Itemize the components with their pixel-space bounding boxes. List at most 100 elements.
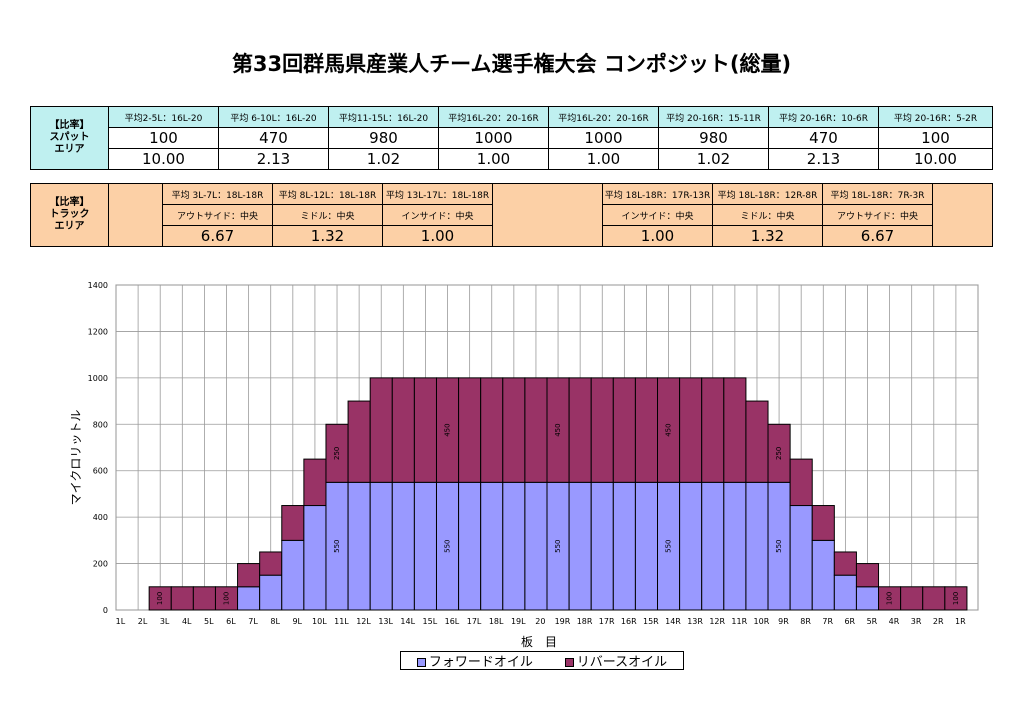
x-tick-label: 9R	[778, 617, 789, 626]
bar-forward-oil	[347, 481, 371, 611]
bar-forward-oil	[369, 481, 393, 611]
bar-reverse-oil	[192, 586, 216, 611]
bar-forward-oil	[590, 481, 614, 611]
x-tick-label: 19R	[555, 617, 571, 626]
data-label: 550	[775, 539, 783, 552]
bar-forward-oil	[612, 481, 636, 611]
x-tick-label: 18R	[577, 617, 593, 626]
track-subheader: アウトサイド：中央	[162, 204, 273, 226]
x-axis-label: 板 目	[521, 635, 557, 649]
bar-forward-oil	[259, 574, 283, 611]
chart-title: 第33回群馬県産業人チーム選手権大会 コンポジット(総量)	[231, 52, 792, 76]
spot-header: 平均16L-20：20-16R	[548, 106, 659, 128]
bar-reverse-oil	[634, 377, 659, 483]
x-tick-label: 10R	[754, 617, 770, 626]
track-subheader: インサイド：中央	[602, 204, 713, 226]
track-header: 平均 18L-18R：17R-13R	[602, 183, 713, 205]
bar-reverse-oil	[833, 551, 857, 576]
spot-header: 平均11-15L：16L-20	[328, 106, 439, 128]
bar-forward-oil	[480, 481, 504, 611]
x-tick-label: 2R	[933, 617, 944, 626]
x-tick-label: 17L	[467, 617, 482, 626]
x-tick-label: 15R	[643, 617, 659, 626]
x-tick-label: 3R	[911, 617, 922, 626]
spot-header: 平均 6-10L：16L-20	[218, 106, 329, 128]
data-label: 250	[333, 447, 341, 460]
spot-header: 平均2-5L：16L-20	[108, 106, 219, 128]
track-value: 1.32	[272, 225, 383, 247]
x-tick-label: 14R	[665, 617, 681, 626]
spot-value: 100	[878, 127, 993, 149]
track-blank-cell	[492, 183, 603, 247]
bar-reverse-oil	[745, 400, 769, 483]
spot-area-label: 【比率】 スパット エリア	[30, 106, 109, 170]
spot-value: 1000	[548, 127, 659, 149]
data-label: 550	[554, 539, 562, 552]
track-subheader: インサイド：中央	[382, 204, 493, 226]
bar-forward-oil	[811, 539, 835, 611]
track-subheader: ミドル：中央	[272, 204, 383, 226]
x-tick-label: 16R	[621, 617, 637, 626]
bar-forward-oil	[237, 586, 261, 611]
bar-forward-oil	[679, 481, 703, 611]
bar-forward-oil	[568, 481, 592, 611]
y-tick-label: 800	[93, 420, 108, 429]
x-tick-label: 8R	[800, 617, 811, 626]
x-tick-label: 7R	[822, 617, 833, 626]
spot-ratio: 1.00	[548, 148, 659, 170]
x-tick-label: 9L	[292, 617, 302, 626]
data-label: 450	[665, 423, 673, 436]
track-blank-cell	[932, 183, 993, 247]
spot-header: 平均 20-16R：10-6R	[768, 106, 879, 128]
spot-value: 980	[658, 127, 769, 149]
bar-forward-oil	[413, 481, 437, 611]
spot-value: 980	[328, 127, 439, 149]
bar-reverse-oil	[170, 586, 194, 611]
track-subheader: アウトサイド：中央	[822, 204, 933, 226]
bar-forward-oil	[391, 481, 415, 611]
y-tick-label: 1400	[88, 281, 108, 290]
bar-forward-oil	[634, 481, 659, 611]
x-tick-label: 6L	[226, 617, 236, 626]
bar-forward-oil	[701, 481, 725, 611]
data-label: 550	[665, 539, 673, 552]
x-tick-label: 16L	[445, 617, 460, 626]
y-tick-label: 600	[93, 467, 108, 476]
track-area-table: 【比率】 トラック エリア 平均 3L-7L：18L-18R 平均 8L-12L…	[30, 183, 993, 247]
bar-reverse-oil	[259, 551, 283, 576]
track-blank-cell	[108, 183, 163, 247]
bar-forward-oil	[745, 481, 769, 611]
track-subheader: ミドル：中央	[712, 204, 823, 226]
x-tick-label: 15L	[423, 617, 438, 626]
x-tick-label: 6R	[844, 617, 855, 626]
bar-reverse-oil	[413, 377, 437, 483]
y-tick-label: 1200	[88, 327, 108, 336]
spot-ratio: 1.02	[658, 148, 769, 170]
bar-reverse-oil	[679, 377, 703, 483]
data-label: 250	[775, 447, 783, 460]
x-tick-label: 14L	[400, 617, 415, 626]
bar-reverse-oil	[701, 377, 725, 483]
y-tick-label: 1000	[88, 374, 108, 383]
x-tick-label: 5R	[867, 617, 878, 626]
y-tick-label: 200	[93, 560, 108, 569]
spot-value: 470	[768, 127, 879, 149]
bar-reverse-oil	[480, 377, 504, 483]
legend-label-reverse: リバースオイル	[576, 655, 668, 670]
track-value: 1.32	[712, 225, 823, 247]
x-tick-label: 18L	[489, 617, 504, 626]
spot-area-table: 【比率】 スパット エリア 平均2-5L：16L-20 平均 6-10L：16L…	[30, 106, 993, 170]
spot-header: 平均 20-16R：15-11R	[658, 106, 769, 128]
legend-item-forward: フォワードオイル	[416, 651, 533, 670]
bar-reverse-oil	[811, 505, 835, 541]
bar-reverse-oil	[723, 377, 747, 483]
y-axis-label: マイクロリットル	[69, 410, 83, 506]
x-tick-label: 10L	[312, 617, 327, 626]
x-tick-label: 4L	[182, 617, 192, 626]
bar-forward-oil	[303, 505, 327, 611]
spot-header: 平均 20-16R：5-2R	[878, 106, 993, 128]
spot-ratio: 2.13	[768, 148, 879, 170]
spot-header: 平均16L-20：20-16R	[438, 106, 549, 128]
data-label: 100	[156, 592, 164, 605]
bar-reverse-oil	[369, 377, 393, 483]
